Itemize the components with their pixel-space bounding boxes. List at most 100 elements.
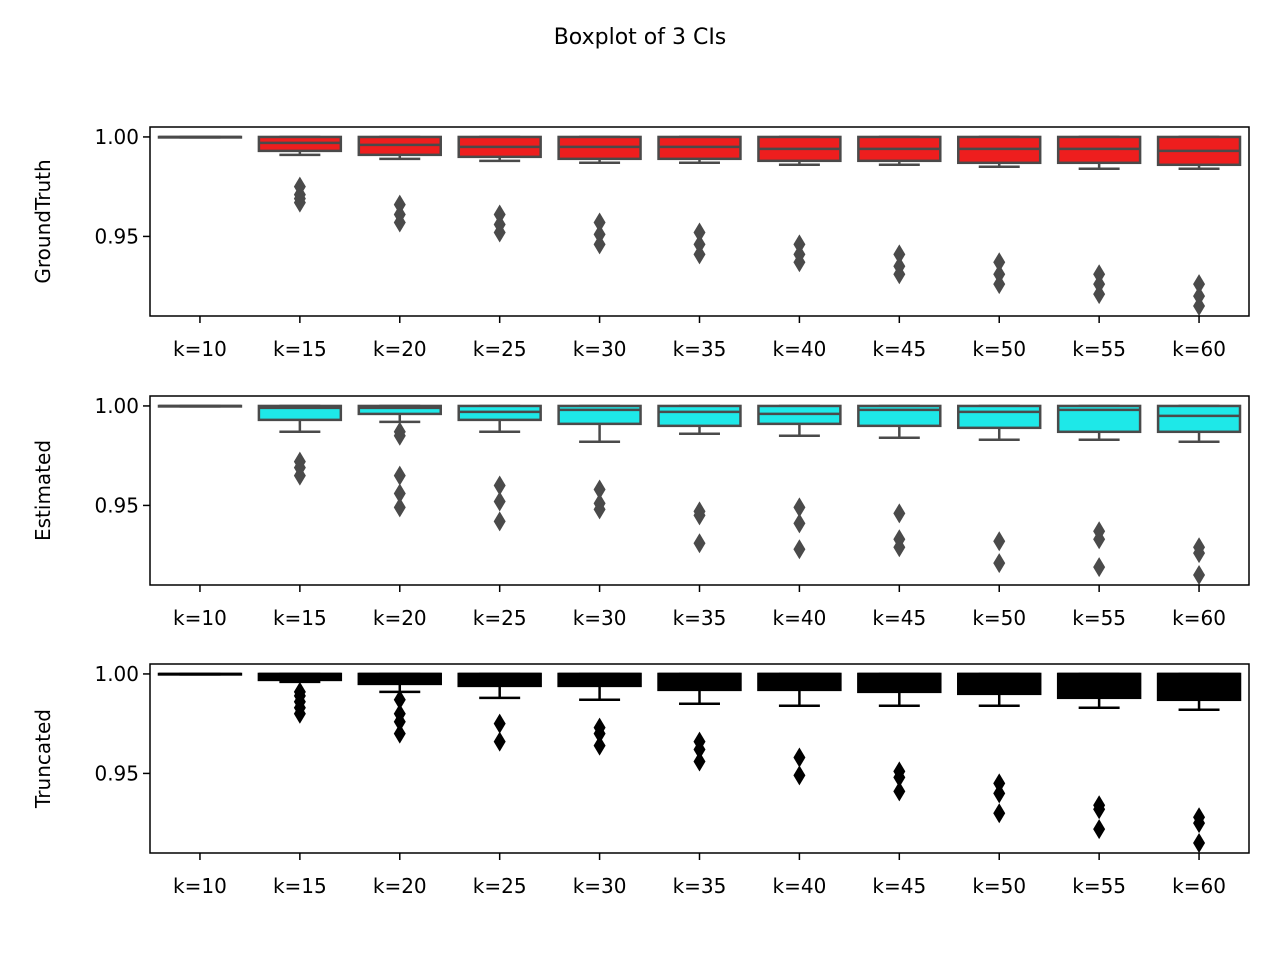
outlier-point [393, 465, 406, 486]
x-tick-label: k=25 [473, 337, 527, 361]
box-k=40 [757, 672, 842, 786]
box-body [757, 672, 842, 692]
outlier-point [1193, 286, 1206, 307]
box-body [657, 404, 742, 428]
x-tick-label: k=40 [773, 874, 827, 898]
outlier-point [993, 553, 1006, 574]
y-tick-label: 1.00 [94, 662, 139, 686]
outlier-point [993, 773, 1006, 794]
outlier-point [1093, 557, 1106, 578]
outlier-point [593, 212, 606, 233]
box-body [457, 672, 542, 688]
box-k=45 [857, 135, 942, 285]
x-tick-label: k=25 [473, 874, 527, 898]
box-k=45 [857, 404, 942, 558]
x-tick-label: k=25 [473, 606, 527, 630]
box-k=25 [457, 404, 542, 532]
x-tick-label: k=10 [173, 874, 227, 898]
outlier-point [793, 765, 806, 786]
plot-frame [149, 663, 1250, 854]
box-k=45 [857, 672, 942, 802]
x-tick-label: k=45 [872, 874, 926, 898]
outlier-point [493, 204, 506, 225]
box-body [857, 672, 942, 694]
panel-truncated: Truncated 0.95 1.00 k=10 k=15 k=20 k=25 k=30 k=3… [31, 662, 1250, 898]
box-body [557, 672, 642, 688]
outlier-point [1093, 795, 1106, 816]
y-axis-label: Truncated [31, 709, 55, 809]
box-k=30 [557, 672, 642, 756]
box-body [1156, 404, 1242, 434]
x-tick-label: k=30 [573, 337, 627, 361]
box-k=20 [357, 135, 442, 233]
x-tick-label: k=60 [1172, 874, 1226, 898]
box-k=60 [1156, 404, 1242, 586]
box-k=60 [1156, 672, 1242, 854]
box-k=55 [1056, 672, 1142, 840]
panel-groundtruth: GroundTruth 0.95 1.00 k=10 k=15 k=20 k=25 k=30 k… [31, 125, 1250, 361]
x-tick-label: k=50 [972, 874, 1026, 898]
outlier-point [693, 533, 706, 554]
outlier-point [1193, 833, 1206, 854]
box-k=55 [1056, 135, 1142, 305]
x-tick-label: k=50 [972, 337, 1026, 361]
y-axis-label: GroundTruth [31, 159, 55, 283]
box-k=50 [957, 404, 1042, 574]
x-tick-label: k=20 [373, 606, 427, 630]
outlier-point [893, 256, 906, 277]
outlier-point [693, 751, 706, 772]
x-tick-label: k=15 [273, 606, 327, 630]
x-tick-label: k=50 [972, 606, 1026, 630]
x-tick-label: k=45 [872, 337, 926, 361]
outlier-point [593, 493, 606, 514]
outlier-point [1093, 521, 1106, 542]
outlier-point [893, 503, 906, 524]
outlier-point [993, 252, 1006, 273]
outlier-point [1193, 537, 1206, 558]
box-k=10 [157, 135, 243, 139]
x-tick-label: k=55 [1072, 337, 1126, 361]
x-tick-label: k=35 [673, 337, 727, 361]
outlier-point [993, 264, 1006, 285]
outlier-point [893, 761, 906, 782]
box-body [257, 404, 343, 422]
y-tick-label: 1.00 [94, 394, 139, 418]
outlier-point [693, 731, 706, 752]
box-k=35 [657, 135, 742, 265]
plot-frame [149, 126, 1250, 317]
outlier-point [593, 479, 606, 500]
outlier-point [293, 681, 306, 702]
outlier-point [393, 497, 406, 518]
x-tick-label: k=35 [673, 874, 727, 898]
x-tick-label: k=30 [573, 606, 627, 630]
x-tick-label: k=20 [373, 337, 427, 361]
x-tick-label: k=40 [773, 606, 827, 630]
outlier-point [1093, 264, 1106, 285]
box-body [957, 672, 1042, 696]
outlier-point [793, 747, 806, 768]
box-k=25 [457, 135, 542, 243]
outlier-point [593, 717, 606, 738]
outlier-point [793, 234, 806, 255]
outlier-point [493, 731, 506, 752]
x-tick-label: k=10 [173, 337, 227, 361]
y-tick-label: 0.95 [94, 224, 139, 248]
x-tick-label: k=20 [373, 874, 427, 898]
outlier-point [693, 501, 706, 522]
box-k=15 [257, 672, 343, 724]
box-k=25 [457, 672, 542, 752]
box-k=35 [657, 672, 742, 772]
x-tick-label: k=30 [573, 874, 627, 898]
outlier-point [593, 224, 606, 245]
outlier-point [1193, 807, 1206, 828]
x-tick-label: k=15 [273, 337, 327, 361]
x-tick-label: k=35 [673, 606, 727, 630]
x-tick-label: k=55 [1072, 606, 1126, 630]
y-tick-label: 1.00 [94, 125, 139, 149]
x-tick-label: k=60 [1172, 606, 1226, 630]
outlier-point [993, 803, 1006, 824]
box-k=20 [357, 672, 442, 744]
outlier-point [493, 475, 506, 496]
box-k=30 [557, 404, 642, 520]
